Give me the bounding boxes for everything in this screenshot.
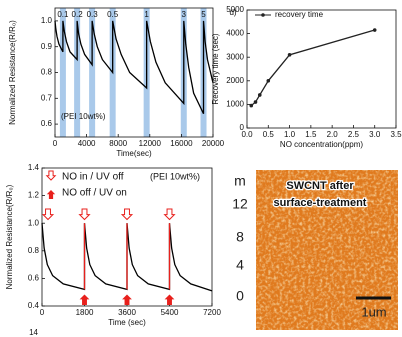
x-tick-label: 0 — [40, 308, 45, 317]
annotation: (PEI 10wt%) — [150, 171, 200, 181]
plot-frame — [247, 10, 396, 128]
x-tick-label: 3.0 — [369, 130, 381, 139]
data-line — [251, 30, 374, 106]
data-point — [249, 104, 253, 108]
x-tick-label: 7200 — [203, 308, 221, 317]
x-axis-label: NO concentration(ppm) — [280, 140, 363, 149]
y-tick-label: 0.8 — [41, 68, 53, 77]
y-tick-label: 0 — [240, 123, 245, 132]
band-label: 0.1 — [57, 10, 69, 19]
y-tick-label: 1.0 — [41, 16, 53, 25]
y-tick-label: 0.6 — [41, 119, 53, 128]
y-tick-label: 1.4 — [28, 163, 40, 172]
band-label: 0.5 — [107, 10, 119, 19]
y-tick-label: 1.0 — [28, 218, 40, 227]
no-in-arrow — [122, 209, 132, 220]
afm-title: surface-treatment — [274, 197, 367, 209]
colorbar-label: m — [234, 173, 246, 189]
uv-on-arrow — [165, 295, 175, 306]
x-axis-label: Time (sec) — [108, 318, 146, 327]
legend-label: recovery time — [275, 10, 324, 19]
x-tick-label: 0.5 — [263, 130, 275, 139]
clipped-label: 14 — [29, 328, 38, 337]
x-tick-label: 1800 — [76, 308, 94, 317]
y-tick-label: 2000 — [226, 76, 244, 85]
colorbar-label: 8 — [236, 229, 244, 245]
y-tick-label: 0.7 — [41, 93, 53, 102]
x-tick-label: 16000 — [170, 139, 193, 148]
x-tick-label: 8000 — [109, 139, 127, 148]
y-tick-label: 1000 — [226, 100, 244, 109]
legend-label: NO off / UV on — [62, 188, 127, 199]
colorbar-label: 0 — [236, 288, 244, 304]
no-in-arrow — [43, 209, 53, 220]
y-axis-label: Normalized Resistance(R/R₀) — [8, 20, 17, 125]
data-point — [288, 53, 292, 57]
no-in-arrow — [165, 209, 175, 220]
x-tick-label: 5400 — [161, 308, 179, 317]
y-tick-label: 3000 — [226, 52, 244, 61]
y-tick-label: 0.4 — [28, 301, 40, 310]
figure: SWCNT after surface-treatment m 12 8 4 0… — [0, 0, 402, 337]
legend-arrow — [47, 171, 55, 180]
band-label: 1 — [144, 10, 149, 19]
data-point — [254, 100, 258, 104]
data-point — [373, 28, 377, 32]
colorbar-label: 4 — [236, 257, 244, 273]
x-tick-label: 0 — [53, 139, 58, 148]
colorbar-label: 12 — [232, 196, 248, 212]
afm-title: SWCNT after — [286, 180, 354, 192]
x-tick-label: 1.5 — [305, 130, 317, 139]
x-tick-label: 20000 — [202, 139, 225, 148]
y-tick-label: 0.8 — [28, 246, 40, 255]
x-tick-label: 4000 — [78, 139, 96, 148]
x-tick-label: 1.0 — [284, 130, 296, 139]
annotation: (PEI 10wt%) — [61, 112, 106, 121]
band-label: 5 — [201, 10, 206, 19]
legend-marker — [261, 13, 265, 17]
x-tick-label: 3.5 — [390, 130, 402, 139]
panel-label: d) — [229, 8, 236, 17]
x-tick-label: 2.0 — [327, 130, 339, 139]
scale-bar-label: 1um — [361, 304, 386, 319]
band-label: 0.2 — [72, 10, 84, 19]
y-axis-label: Normalized Resistance(R/R₀) — [5, 184, 14, 289]
band-label: 3 — [182, 10, 187, 19]
data-point — [258, 93, 262, 97]
uv-on-arrow — [80, 295, 90, 306]
x-tick-label: 3600 — [118, 308, 136, 317]
y-tick-label: 4000 — [226, 29, 244, 38]
x-tick-label: 2.5 — [348, 130, 360, 139]
no-in-arrow — [80, 209, 90, 220]
x-tick-label: 12000 — [139, 139, 162, 148]
legend-arrow — [47, 190, 55, 199]
band-label: 0.3 — [87, 10, 99, 19]
y-tick-label: 0.6 — [28, 274, 40, 283]
uv-on-arrow — [122, 295, 132, 306]
y-tick-label: 0.9 — [41, 42, 53, 51]
y-tick-label: 1.2 — [28, 191, 40, 200]
x-axis-label: Time(sec) — [116, 149, 152, 158]
data-point — [266, 79, 270, 83]
legend-label: NO in / UV off — [62, 172, 124, 183]
y-axis-label: Recovery time (sec) — [211, 33, 220, 104]
